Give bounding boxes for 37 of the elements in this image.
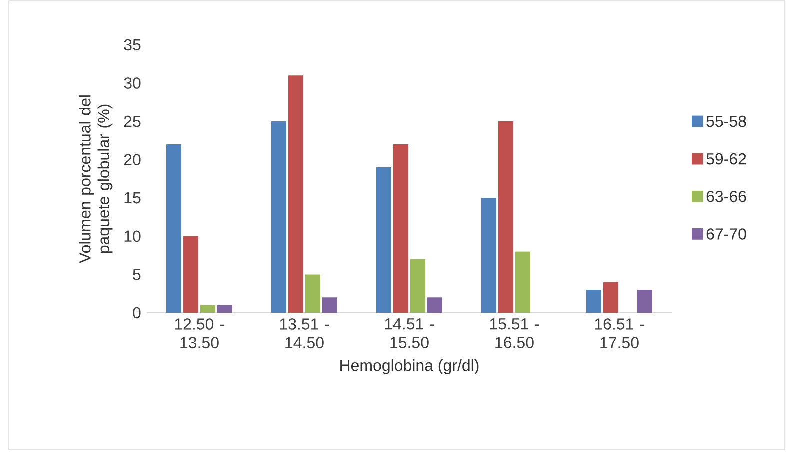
bar [184,236,199,313]
x-tick-label: 12.50 - 13.50 [175,318,224,349]
y-tick-label: 35 [124,39,141,51]
legend-label: 55-58 [706,116,746,128]
y-tick-label: 15 [124,192,141,204]
bar [376,168,392,313]
legend-label: 63-66 [706,190,746,202]
y-tick-label: 20 [124,154,141,166]
x-tick-label: 13.51 - 14.50 [280,318,330,349]
bar [288,76,304,313]
bar [322,298,338,313]
bar [410,259,426,313]
x-tick-label: 15.51 - 16.50 [490,318,540,348]
bar [482,198,496,313]
x-tick-label: 16.51 - 17.50 [595,318,644,349]
bar [306,274,320,313]
bar [428,298,442,313]
bar [516,252,530,313]
y-tick-label: 0 [133,307,141,319]
bar [586,290,602,313]
bar [166,144,182,313]
y-axis-title: Volumen porcentual del paquete globular (%) [79,96,113,264]
bar [272,122,287,313]
y-tick-label: 30 [124,78,141,89]
bar [603,282,618,313]
bar [498,122,514,313]
bar [637,290,652,313]
bar [394,144,408,313]
bar [200,305,216,313]
legend-label: 67-70 [706,228,746,240]
bar [218,305,233,313]
y-tick-label: 25 [124,116,141,128]
y-tick-label: 10 [124,230,141,242]
x-tick-label: 14.51 - 15.50 [385,318,434,348]
y-tick-label: 5 [133,269,141,280]
x-axis-title: Hemoglobina (gr/dl) [340,360,479,374]
legend-label: 59-62 [706,153,746,165]
